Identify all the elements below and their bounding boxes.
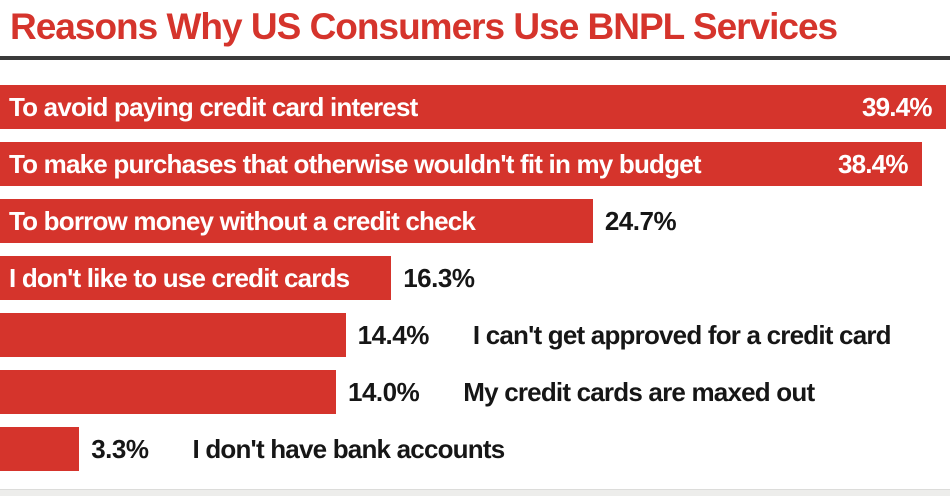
bar: To make purchases that otherwise wouldn'… — [0, 142, 922, 186]
bar-row: 14.0% My credit cards are maxed out — [0, 370, 950, 414]
bar-label: I don't like to use credit cards — [9, 262, 350, 293]
bar-label: My credit cards are maxed out — [463, 376, 815, 407]
bar-row: 14.4% I can't get approved for a credit c… — [0, 313, 950, 357]
bar-chart: To avoid paying credit card interest 39.4… — [0, 85, 950, 471]
bar-label: To avoid paying credit card interest — [9, 91, 418, 122]
bar-label: To borrow money without a credit check — [9, 205, 476, 236]
bar — [0, 370, 337, 414]
bar — [0, 313, 346, 357]
bar-row: 3.3% I don't have bank accounts — [0, 427, 950, 471]
bar-value: 3.3% — [91, 433, 149, 464]
bar — [0, 427, 80, 471]
bar-label: I can't get approved for a credit card — [472, 319, 892, 350]
bar-value: 16.3% — [403, 262, 475, 293]
bar-value: 38.4% — [837, 148, 909, 179]
bar-label: To make purchases that otherwise wouldn'… — [9, 148, 702, 179]
page-title: Reasons Why US Consumers Use BNPL Servic… — [10, 6, 838, 47]
bar: To avoid paying credit card interest 39.4… — [0, 85, 946, 129]
bar-value: 14.0% — [348, 376, 420, 407]
bar-label: I don't have bank accounts — [192, 433, 505, 464]
bar-value: 14.4% — [357, 319, 430, 350]
bar: To borrow money without a credit check — [0, 199, 593, 243]
bar-value: 24.7% — [604, 205, 677, 236]
bar-row: To avoid paying credit card interest 39.4… — [0, 85, 950, 129]
title-divider — [0, 56, 950, 60]
bar-row: To borrow money without a credit check 24… — [0, 199, 950, 243]
bar-row: To make purchases that otherwise wouldn'… — [0, 142, 950, 186]
bar: I don't like to use credit cards — [0, 256, 392, 300]
bar-value: 39.4% — [861, 91, 933, 122]
bar-row: I don't like to use credit cards 16.3% — [0, 256, 950, 300]
footer-strip — [0, 489, 950, 496]
